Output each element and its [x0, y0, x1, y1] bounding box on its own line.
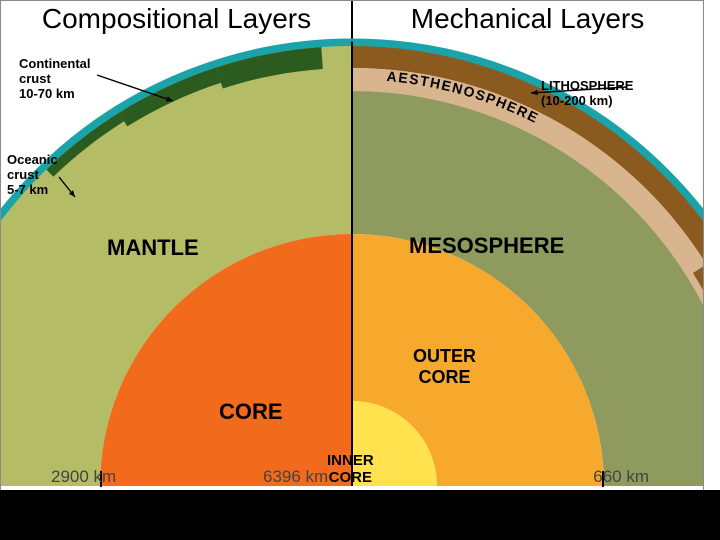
titles-row: Compositional Layers Mechanical Layers — [1, 1, 703, 45]
footer-blackbar — [0, 490, 720, 540]
earth-layers-diagram: AESTHENOSPHERE Compositional Layers Mech… — [0, 0, 704, 492]
title-compositional: Compositional Layers — [1, 1, 352, 45]
label-core: CORE — [219, 399, 283, 424]
km-6396: 6396 km — [263, 467, 328, 487]
km-2900: 2900 km — [51, 467, 116, 487]
label-oceanic-crust: Oceaniccrust5-7 km — [7, 153, 58, 198]
label-inner-core: INNERCORE — [327, 452, 374, 487]
km-660: 660 km — [593, 467, 649, 487]
label-outer-core: OUTERCORE — [413, 346, 476, 387]
label-mantle: MANTLE — [107, 235, 199, 260]
label-continental-crust: Continentalcrust10-70 km — [19, 57, 91, 102]
label-mesosphere: MESOSPHERE — [409, 233, 564, 258]
title-mechanical: Mechanical Layers — [352, 1, 703, 45]
label-lithosphere: LITHOSPHERE (10-200 km) — [541, 79, 633, 109]
